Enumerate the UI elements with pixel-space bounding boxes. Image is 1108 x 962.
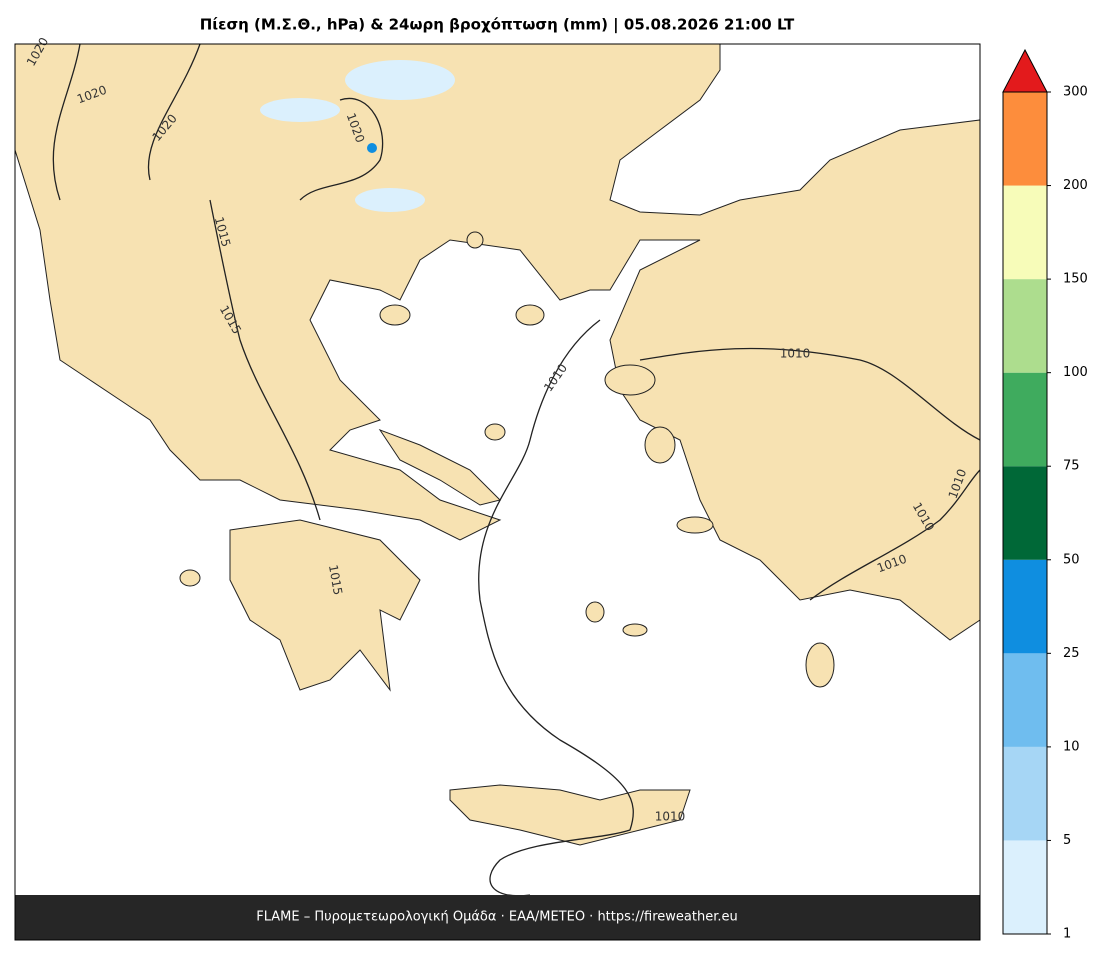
colorbar-tick-label: 50 [1063,552,1080,567]
island [515,304,545,326]
rain-patches [260,60,455,212]
colorbar-segment [1003,185,1047,280]
island [484,423,506,441]
colorbar-tick-label: 1 [1063,927,1071,942]
island [676,516,714,534]
colorbar-segment [1003,746,1047,841]
colorbar-tick-label: 200 [1063,178,1088,193]
colorbar-frame [1002,91,1048,935]
colorbar-segment [1003,92,1047,186]
footer: FLAME – Πυρομετεωρολογική Ομάδα · ΕΑΑ/ME… [256,910,738,925]
colorbar-tick-label: 100 [1063,365,1088,380]
footer-bar [15,895,980,940]
isobar [639,347,981,441]
colorbar-segment [1003,466,1047,560]
island [644,426,676,464]
land [14,43,981,846]
colorbar-tick-label: 150 [1063,272,1088,287]
contour-label: 1010 [780,347,811,361]
contour-label: 1010 [655,810,686,824]
island [622,623,648,637]
evia [378,428,501,506]
isobar [478,319,634,897]
colorbar: 1 5 10 25 50 75 100 150 200 300 [1002,48,1088,942]
colorbar-segment [1003,372,1047,467]
colorbar-segment [1003,559,1047,654]
rain-patch [260,98,340,122]
contour-label: 1015 [326,564,345,597]
isobar [809,469,981,601]
colorbar-tick-label: 75 [1063,459,1080,474]
colorbar-segment [1003,840,1047,934]
colorbar-segment [1003,279,1047,373]
colorbar-segment [1003,653,1047,747]
colorbar-tick-label: 5 [1063,833,1071,848]
rain-patch [345,60,455,100]
isobar [209,199,321,521]
colorbar-extend [1002,48,1048,93]
island [466,231,484,249]
peloponnese [229,519,421,692]
isobars [52,43,981,897]
rain-patch [367,143,377,153]
mainland [14,43,981,641]
map-frame [14,43,981,941]
colorbar-tick-label: 10 [1063,739,1080,754]
isobar [52,43,384,201]
rain-patch [355,188,425,212]
island [379,304,411,326]
colorbar-tick-label: 25 [1063,646,1080,661]
title: Πίεση (Μ.Σ.Θ., hPa) & 24ωρη βροχόπτωση (… [200,16,795,35]
island [179,569,201,587]
colorbar-tick-label: 300 [1063,85,1088,100]
island [805,642,835,688]
island [585,601,605,623]
island [604,364,656,396]
